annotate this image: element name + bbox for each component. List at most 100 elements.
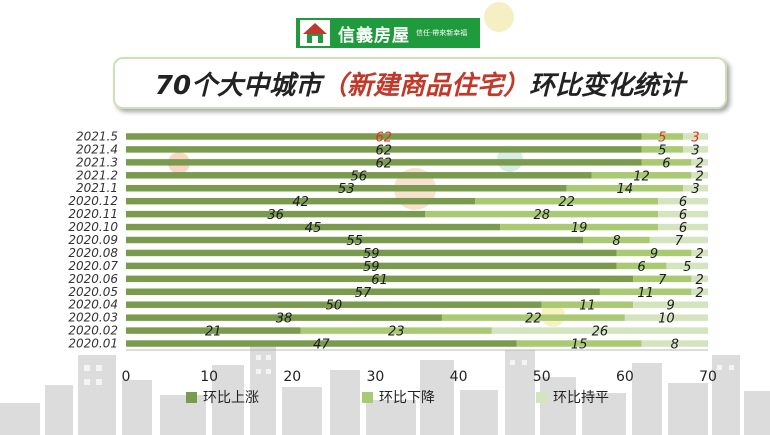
x-tick-label: 50 bbox=[533, 369, 551, 385]
data-label: 6 bbox=[679, 208, 687, 223]
bar-segment bbox=[691, 159, 708, 166]
data-label: 14 bbox=[617, 182, 634, 197]
x-tick-label: 70 bbox=[699, 369, 717, 385]
bar-segment bbox=[641, 133, 684, 140]
data-label: 5 bbox=[658, 130, 666, 145]
data-label: 28 bbox=[533, 208, 550, 223]
data-label: 6 bbox=[637, 260, 645, 275]
x-tick-label: 30 bbox=[367, 369, 385, 385]
category-label: 2021.5 bbox=[76, 129, 118, 143]
data-label: 2 bbox=[696, 273, 704, 288]
category-label: 2021.1 bbox=[76, 181, 118, 195]
data-label: 62 bbox=[375, 130, 392, 145]
bar-segment bbox=[683, 133, 708, 140]
data-label: 7 bbox=[675, 234, 684, 249]
bar-segment bbox=[126, 146, 642, 153]
bar-segment bbox=[126, 288, 600, 295]
chart-title: 70个大中城市 （新建商品住宅） 环比变化统计 bbox=[113, 57, 727, 109]
bar-segment bbox=[126, 301, 542, 308]
bar-segment bbox=[126, 197, 476, 205]
data-label: 36 bbox=[267, 208, 284, 223]
bar-segment bbox=[599, 288, 692, 295]
data-label: 23 bbox=[388, 325, 405, 340]
data-label: 2 bbox=[696, 156, 704, 171]
x-tick-label: 60 bbox=[616, 369, 634, 385]
bar-segment bbox=[658, 210, 708, 218]
data-label: 6 bbox=[679, 195, 687, 210]
brand-logo: 信義房屋 信任·帶來新幸福 bbox=[296, 18, 480, 48]
bar-segment bbox=[491, 327, 708, 334]
title-highlight: （新建商品住宅） bbox=[321, 70, 530, 101]
bar-segment bbox=[583, 236, 650, 244]
category-label: 2021.2 bbox=[76, 168, 118, 182]
category-label: 2020.01 bbox=[68, 337, 118, 351]
data-label: 7 bbox=[658, 273, 667, 288]
bar-segment bbox=[425, 210, 659, 218]
data-label: 10 bbox=[658, 312, 675, 327]
category-label: 2020.04 bbox=[68, 298, 118, 312]
bar-segment bbox=[649, 236, 708, 244]
data-label: 8 bbox=[612, 234, 620, 249]
category-label: 2020.05 bbox=[68, 285, 118, 299]
data-label: 19 bbox=[571, 221, 588, 236]
data-label: 11 bbox=[637, 286, 654, 301]
bar-segment bbox=[541, 301, 634, 308]
bar-segment bbox=[516, 340, 642, 347]
bar-segment bbox=[616, 262, 667, 270]
data-label: 38 bbox=[276, 312, 293, 327]
data-label: 2 bbox=[696, 286, 704, 301]
bar-segment bbox=[683, 185, 708, 192]
legend-label: 环比下降 bbox=[379, 390, 435, 406]
bar-segment bbox=[691, 275, 708, 283]
bar-segment bbox=[475, 197, 659, 205]
legend-swatch bbox=[186, 392, 197, 403]
data-label: 9 bbox=[650, 247, 658, 262]
bar-segment bbox=[683, 146, 708, 153]
x-tick-label: 0 bbox=[122, 369, 131, 385]
category-label: 2020.03 bbox=[68, 311, 118, 325]
data-label: 6 bbox=[679, 221, 687, 236]
x-tick-label: 20 bbox=[283, 369, 301, 385]
data-label: 62 bbox=[375, 143, 392, 158]
data-label: 26 bbox=[592, 325, 609, 340]
bar-segment bbox=[633, 275, 692, 283]
bar-segment bbox=[624, 314, 708, 321]
bar-segment bbox=[641, 340, 708, 347]
data-label: 53 bbox=[338, 182, 355, 197]
bar-segment bbox=[633, 301, 708, 308]
legend-swatch bbox=[362, 392, 373, 403]
bar-segment bbox=[691, 172, 708, 179]
bar-segment bbox=[126, 249, 617, 257]
bar-segment bbox=[126, 223, 501, 231]
legend-label: 环比上涨 bbox=[203, 390, 259, 406]
data-label: 45 bbox=[305, 221, 322, 236]
data-label: 21 bbox=[205, 325, 222, 340]
category-label: 2020.02 bbox=[68, 324, 118, 338]
data-label: 5 bbox=[658, 143, 666, 158]
title-prefix: 70个大中城市 bbox=[154, 70, 322, 101]
category-label: 2020.12 bbox=[68, 194, 118, 208]
bar-segment bbox=[126, 236, 584, 244]
category-label: 2021.4 bbox=[76, 142, 118, 156]
data-label: 50 bbox=[326, 299, 343, 314]
data-label: 3 bbox=[691, 182, 699, 197]
bar-segment bbox=[641, 159, 692, 166]
bar-segment bbox=[126, 340, 517, 347]
data-label: 12 bbox=[633, 169, 650, 184]
bar-segment bbox=[641, 146, 684, 153]
bar-segment bbox=[616, 249, 692, 257]
bar-segment bbox=[658, 223, 708, 231]
data-label: 2 bbox=[696, 169, 704, 184]
category-label: 2020.11 bbox=[68, 207, 118, 221]
title-suffix: 环比变化统计 bbox=[529, 70, 686, 101]
logo-name: 信義房屋 bbox=[338, 25, 410, 46]
category-label: 2020.06 bbox=[68, 272, 118, 286]
data-label: 15 bbox=[571, 338, 588, 353]
bar-segment bbox=[658, 197, 708, 205]
decorative-circle bbox=[484, 2, 514, 32]
data-label: 56 bbox=[351, 169, 368, 184]
data-label: 59 bbox=[363, 260, 380, 275]
data-label: 62 bbox=[375, 156, 392, 171]
bar-segment bbox=[126, 133, 642, 140]
